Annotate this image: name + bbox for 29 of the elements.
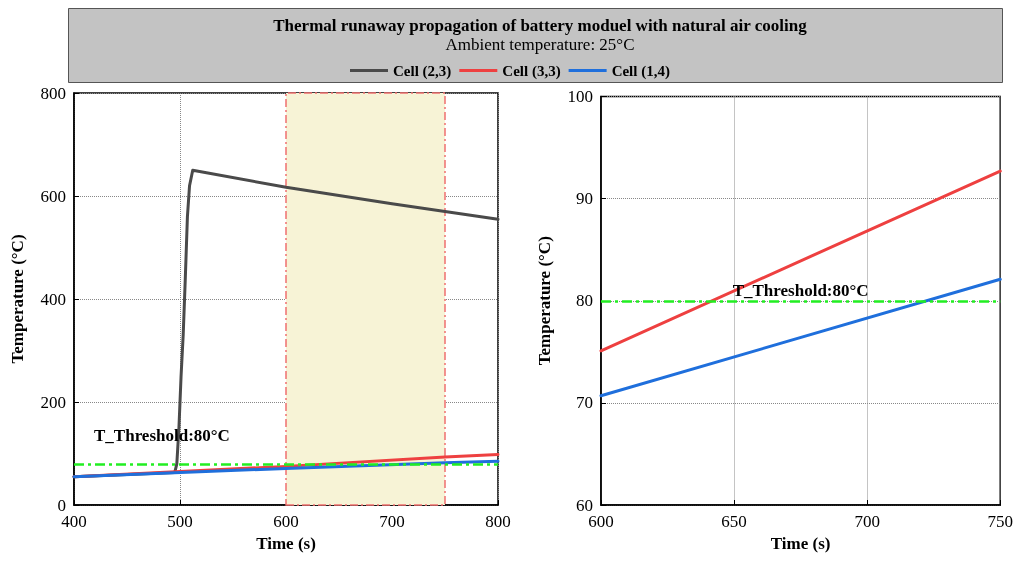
legend-label: Cell (1,4) xyxy=(611,62,670,80)
y-axis-title: Temperature (°C) xyxy=(8,234,27,364)
y-tick-label: 600 xyxy=(40,186,66,206)
x-tick-label: 700 xyxy=(854,512,880,531)
text: Ambient temperature: 25°C xyxy=(445,35,635,54)
ref-line-label: T_Threshold:80°C xyxy=(732,280,869,300)
legend-label: Cell (2,3) xyxy=(393,62,452,80)
y-axis-title: Temperature (°C) xyxy=(535,236,554,366)
y-tick-label: 90 xyxy=(576,189,593,209)
y-tick-label: 0 xyxy=(57,495,66,515)
y-tick-label: 200 xyxy=(40,392,66,412)
y-tick-label: 100 xyxy=(567,87,593,106)
x-tick-label: 400 xyxy=(61,512,87,531)
x-axis-title: Time (s) xyxy=(770,533,831,553)
y-tick-label: 400 xyxy=(40,289,66,309)
x-tick-label: 800 xyxy=(485,512,511,531)
y-tick-label: 70 xyxy=(576,393,593,413)
x-tick-label: 700 xyxy=(379,512,405,531)
x-tick-label: 650 xyxy=(721,512,747,531)
x-axis-title: Time (s) xyxy=(256,533,316,553)
legend-label: Cell (3,3) xyxy=(502,62,561,80)
text: Thermal runaway propagation of battery moduel with natural air cooling xyxy=(273,16,808,35)
y-tick-label: 800 xyxy=(40,83,66,103)
x-tick-label: 600 xyxy=(588,512,614,531)
x-tick-label: 750 xyxy=(987,512,1013,531)
x-tick-label: 500 xyxy=(167,512,193,531)
y-tick-label: 80 xyxy=(576,291,593,311)
x-tick-label: 600 xyxy=(273,512,299,531)
y-tick-label: 60 xyxy=(576,495,593,515)
